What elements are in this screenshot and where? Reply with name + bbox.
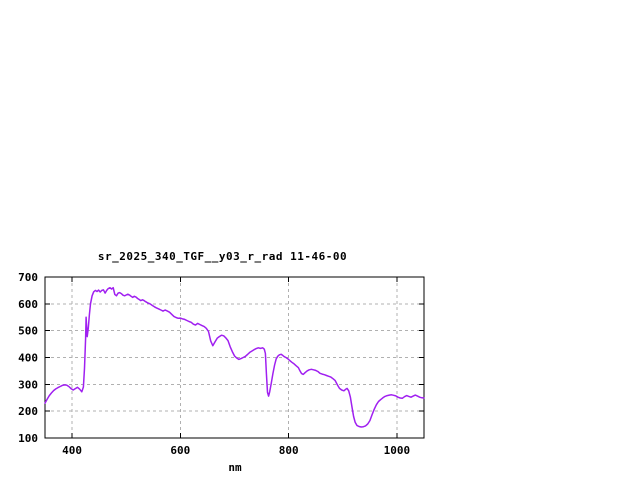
- x-tick-label: 600: [170, 444, 190, 457]
- y-tick-label: 100: [18, 432, 38, 445]
- y-tick-label: 300: [18, 378, 38, 391]
- y-tick-label: 700: [18, 271, 38, 284]
- x-axis-label: nm: [228, 461, 242, 474]
- x-tick-label: 400: [62, 444, 82, 457]
- x-tick-label: 1000: [384, 444, 411, 457]
- x-tick-label: 800: [279, 444, 299, 457]
- y-tick-label: 400: [18, 352, 38, 365]
- y-tick-label: 600: [18, 298, 38, 311]
- y-tick-label: 500: [18, 325, 38, 338]
- data-curve: [44, 286, 425, 428]
- chart-title: sr_2025_340_TGF__y03_r_rad 11-46-00: [97, 250, 348, 263]
- y-tick-label: 200: [18, 405, 38, 418]
